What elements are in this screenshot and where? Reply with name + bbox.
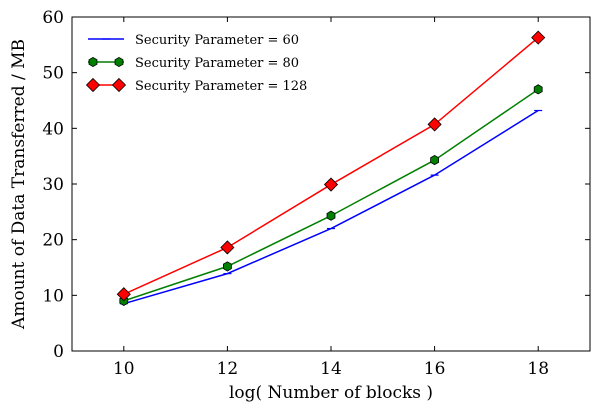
data-point [326,210,336,221]
data-point [533,84,543,95]
data-point [531,30,546,45]
legend-label: Security Parameter = 60 [135,33,299,48]
y-tick-label: 40 [42,119,64,139]
x-tick-label: 10 [113,359,135,379]
y-tick-label: 60 [42,8,64,28]
x-tick-label: 18 [527,359,549,379]
data-point [223,261,232,272]
data-point [430,154,439,166]
legend-marker [114,56,124,68]
legend-marker [85,77,101,93]
y-tick-label: 30 [42,175,64,195]
data-point [323,177,339,192]
y-tick-label: 10 [42,286,64,306]
axis-ticks: 10 12 14 16 18 0 10 20 30 40 50 60 [42,8,590,379]
series-layer [116,30,546,306]
y-tick-label: 20 [42,231,64,251]
legend-label: Security Parameter = 80 [135,56,299,71]
data-point [116,287,131,302]
legend-marker [88,56,98,68]
legend-marker [111,77,127,93]
legend-label: Security Parameter = 128 [135,79,307,94]
x-tick-label: 16 [424,359,446,379]
x-axis-label: log( Number of blocks ) [229,383,433,403]
y-tick-label: 0 [53,342,64,362]
legend: Security Parameter = 60 Security Paramete… [85,33,307,94]
y-tick-label: 50 [42,64,64,84]
data-point [427,117,442,132]
y-axis-label: Amount of Data Transferred / MB [9,39,29,330]
x-tick-label: 12 [217,359,239,379]
data-point [220,240,235,255]
x-tick-label: 14 [320,359,342,379]
